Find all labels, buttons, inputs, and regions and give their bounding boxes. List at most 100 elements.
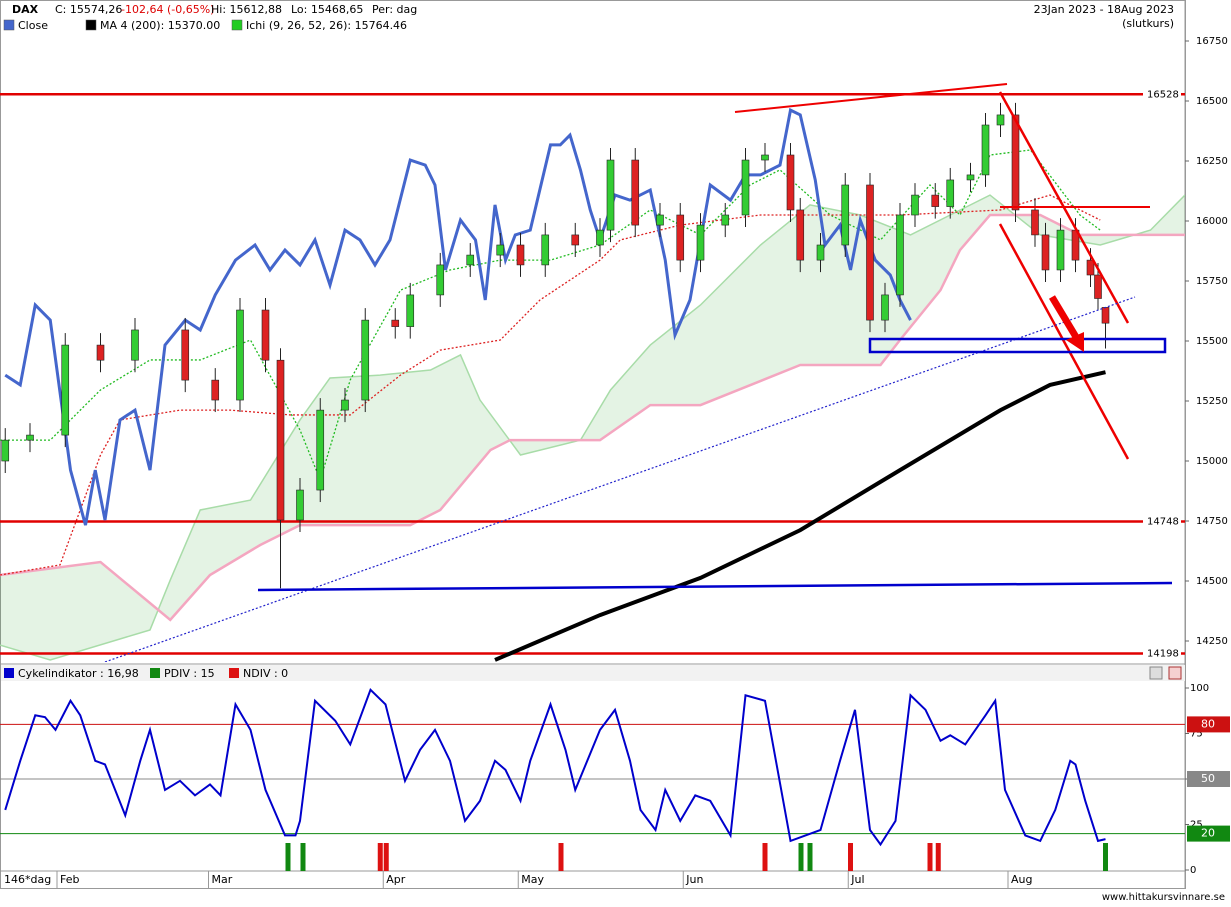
candle-body xyxy=(1056,229,1065,271)
pdiv-bar xyxy=(285,843,291,871)
candle-body xyxy=(496,244,505,256)
candle-body xyxy=(516,244,525,266)
x-tick-label: May xyxy=(521,873,544,886)
candle-body xyxy=(996,114,1005,126)
candle-body xyxy=(696,224,705,261)
price-kind: (slutkurs) xyxy=(1122,17,1174,30)
candle-body xyxy=(761,154,769,161)
candle-body xyxy=(596,229,604,246)
y-tick-label: 25 xyxy=(1190,820,1203,831)
candle-body xyxy=(406,294,415,327)
x-tick-label: Jun xyxy=(685,873,703,886)
indicator-axis: 0255075100805020 xyxy=(1185,683,1230,876)
close-button[interactable] xyxy=(1168,666,1182,680)
candle-body xyxy=(341,399,349,411)
candle-body xyxy=(1041,234,1050,271)
candle-body xyxy=(721,214,730,226)
price-legend: Close MA 4 (200): 15370.00 Ichi (9, 26, 52… xyxy=(3,19,407,32)
candle-body xyxy=(211,379,220,401)
level-badge-label: 80 xyxy=(1201,717,1215,730)
change-readout: -102,64 (-0,65%) xyxy=(121,3,214,16)
level-label: 14748 xyxy=(1147,516,1179,527)
y-tick-label: 16500 xyxy=(1196,96,1228,107)
trend-line xyxy=(734,83,1008,113)
y-tick-label: 75 xyxy=(1190,729,1203,740)
legend-swatch xyxy=(4,668,14,678)
candle-body xyxy=(391,319,400,327)
level-badge xyxy=(1187,716,1230,733)
channel-line xyxy=(998,223,1130,460)
candle-body xyxy=(26,434,34,441)
candle-body xyxy=(796,209,805,261)
y-tick-label: 16000 xyxy=(1196,216,1228,227)
kijun xyxy=(0,194,1101,576)
candle-body xyxy=(1094,274,1102,299)
candle-body xyxy=(966,174,975,181)
candle-body xyxy=(1101,307,1110,324)
level-label: 16528 xyxy=(1147,89,1179,100)
y-tick-label: 14500 xyxy=(1196,576,1228,587)
candle-body xyxy=(1086,259,1095,276)
price-plot xyxy=(0,93,1185,662)
level-label-bg xyxy=(1143,87,1181,102)
target-box xyxy=(868,337,1167,354)
site: www.hittakursvinnare.se xyxy=(1102,892,1225,903)
pdiv-bar xyxy=(300,843,306,871)
y-tick-label: 15000 xyxy=(1196,456,1228,467)
legend-label: PDIV : 15 xyxy=(164,667,215,680)
level-badge-label: 20 xyxy=(1201,827,1215,840)
close-readout: C: 15574,26 xyxy=(55,3,122,16)
y-tick-label: 15500 xyxy=(1196,336,1228,347)
level-label: 14198 xyxy=(1147,648,1179,659)
candle-body xyxy=(741,159,750,216)
candle-body xyxy=(131,329,139,361)
legend-label: NDIV : 0 xyxy=(243,667,288,680)
indicator-legend-bar xyxy=(1,665,1185,681)
y-tick-label: 100 xyxy=(1190,683,1209,694)
legend-swatch xyxy=(85,19,97,31)
candle-body xyxy=(261,309,270,361)
pdiv-bar xyxy=(1103,843,1108,871)
legend-label: Close xyxy=(18,19,48,32)
candle-body xyxy=(786,154,795,211)
symbol: DAX xyxy=(12,3,39,16)
candle-body xyxy=(466,254,475,266)
candle-body xyxy=(1031,209,1039,236)
candle-body xyxy=(676,214,685,261)
candle-body xyxy=(631,159,640,226)
level-badge xyxy=(1187,825,1230,842)
candle-body xyxy=(946,179,955,207)
candle-body xyxy=(571,234,580,246)
indicator-plot xyxy=(0,688,1185,871)
candle-body xyxy=(1,439,10,462)
ndiv-bar xyxy=(848,843,853,871)
candle-body xyxy=(1011,114,1020,211)
y-tick-label: 15750 xyxy=(1196,276,1228,287)
ndiv-bar xyxy=(927,843,933,871)
tool-button[interactable] xyxy=(1149,666,1163,680)
arrow-shaft xyxy=(1048,295,1080,339)
y-tick-label: 0 xyxy=(1190,865,1196,876)
x-tick-label: Mar xyxy=(212,873,233,886)
candle-body xyxy=(276,359,285,521)
ndiv-bar xyxy=(377,843,383,871)
candle-body xyxy=(911,194,919,216)
candle-body xyxy=(981,124,990,176)
candle-body xyxy=(896,214,904,296)
y-tick-label: 14250 xyxy=(1196,636,1228,647)
candle-body xyxy=(236,309,244,401)
y-tick-label: 16250 xyxy=(1196,156,1228,167)
annotations xyxy=(104,83,1173,662)
legend-swatch xyxy=(150,668,160,678)
period-readout: Per: dag xyxy=(372,3,417,16)
y-tick-label: 15250 xyxy=(1196,396,1228,407)
ma-line xyxy=(494,370,1106,662)
candle-body xyxy=(296,489,304,521)
legend-label: Ichi (9, 26, 52, 26): 15764.46 xyxy=(246,19,407,32)
level-badge-label: 50 xyxy=(1201,772,1215,785)
legend-label: MA 4 (200): 15370.00 xyxy=(100,19,220,32)
ndiv-bar xyxy=(383,843,389,871)
price-axis: 16750 16500 16250 16000 15750 15500 15250 15000… xyxy=(1143,36,1228,661)
candle-body xyxy=(656,214,664,226)
